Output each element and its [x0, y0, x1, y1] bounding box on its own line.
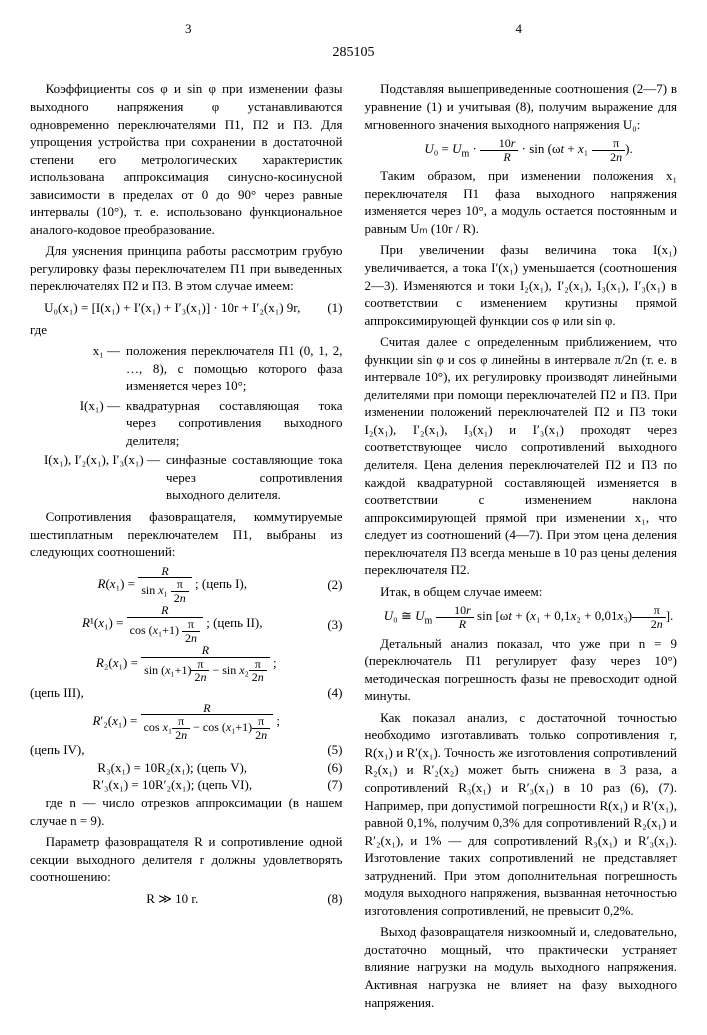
page-left: 3: [185, 20, 192, 38]
equation-number: (3): [315, 616, 343, 634]
def-val: синфазные составляющие тока через сопрот…: [166, 451, 343, 504]
def-row: I(x₁) — квадратурная составляющая тока ч…: [30, 397, 343, 450]
where-label: где: [30, 321, 343, 339]
para: Подставляя вышеприведенные соотношения (…: [365, 80, 678, 133]
def-val: положения переключателя П1 (0, 1, 2, …, …: [126, 342, 343, 395]
equation-A: U₀ = Um · 10rR · sin (ωt + x₁ π2n).: [365, 137, 678, 163]
equation-number: (8): [315, 890, 343, 908]
equation-5-label: (цепь IV), (5): [30, 741, 343, 759]
para: Итак, в общем случае имеем:: [365, 583, 678, 601]
para: Сопротивления фазовращателя, коммутируем…: [30, 508, 343, 561]
equation-B: U₀ ≅ Um 10rR sin [ωt + (x₁ + 0,1x₂ + 0,0…: [365, 604, 678, 630]
def-val: квадратурная составляющая тока через соп…: [126, 397, 343, 450]
content-wrap: Коэффициенты cos φ и sin φ при изменении…: [30, 80, 677, 1015]
para: Как показал анализ, с достаточной точнос…: [365, 709, 678, 920]
equation-body: R ≫ 10 r.: [30, 890, 315, 908]
equation-number: (7): [315, 776, 343, 794]
equation-label: (цепь III),: [30, 684, 315, 702]
document-number: 285105: [30, 44, 677, 63]
para: Детальный анализ показал, что уже при n …: [365, 635, 678, 705]
equation-3: R¹(x₁) = Rcos (x₁+1) π2n ; (цепь II), (3…: [30, 604, 343, 644]
equation-label: (цепь IV),: [30, 741, 315, 759]
def-key: I(x₁) —: [30, 397, 126, 450]
equation-7: R′₃(x₁) = 10R′₂(x₁); (цепь VI), (7): [30, 776, 343, 794]
right-column: Подставляя вышеприведенные соотношения (…: [365, 80, 678, 1015]
def-row: x₁ — положения переключателя П1 (0, 1, 2…: [30, 342, 343, 395]
equation-body: R₂(x₁) = Rsin (x₁+1)π2n − sin x₂π2n ;: [30, 644, 343, 684]
equation-body: R₃(x₁) = 10R₂(x₁); (цепь V),: [30, 759, 315, 777]
para: Таким образом, при изменении положения x…: [365, 167, 678, 237]
equation-body: U₀(x₁) = [I(x₁) + I′(x₁) + I′₃(x₁)] · 10…: [30, 299, 315, 317]
equation-4: R₂(x₁) = Rsin (x₁+1)π2n − sin x₂π2n ;: [30, 644, 343, 684]
para: Параметр фазовращателя R и сопротивление…: [30, 833, 343, 886]
equation-body: R(x₁) = Rsin x₁ π2n ; (цепь I),: [30, 565, 315, 605]
equation-8: R ≫ 10 r. (8): [30, 890, 343, 908]
equation-6: R₃(x₁) = 10R₂(x₁); (цепь V), (6): [30, 759, 343, 777]
def-key: I(x₁), I′₂(x₁), I′₃(x₁) —: [30, 451, 166, 504]
equation-body: R′₃(x₁) = 10R′₂(x₁); (цепь VI),: [30, 776, 315, 794]
left-column: Коэффициенты cos φ и sin φ при изменении…: [30, 80, 343, 1015]
para: При увеличении фазы величина тока I(x₁) …: [365, 241, 678, 329]
para: где n — число отрезков аппроксимации (в …: [30, 794, 343, 829]
definitions: где x₁ — положения переключателя П1 (0, …: [30, 321, 343, 504]
equation-2: R(x₁) = Rsin x₁ π2n ; (цепь I), (2): [30, 565, 343, 605]
para: Для уяснения принципа работы рассмотрим …: [30, 242, 343, 295]
equation-body: R¹(x₁) = Rcos (x₁+1) π2n ; (цепь II),: [30, 604, 315, 644]
para: Считая далее с определенным приближением…: [365, 333, 678, 579]
equation-4-label: (цепь III), (4): [30, 684, 343, 702]
equation-number: (4): [315, 684, 343, 702]
equation-number: (6): [315, 759, 343, 777]
para: Выход фазовращателя низкоомный и, следов…: [365, 923, 678, 1011]
equation-1: U₀(x₁) = [I(x₁) + I′(x₁) + I′₃(x₁)] · 10…: [30, 299, 343, 317]
equation-body: R′₂(x₁) = Rcos x₁π2n − cos (x₁+1)π2n ;: [30, 702, 343, 742]
columns: Коэффициенты cos φ и sin φ при изменении…: [30, 80, 677, 1015]
equation-number: (5): [315, 741, 343, 759]
page-numbers: 3 4: [30, 20, 677, 38]
page-right: 4: [516, 20, 523, 38]
def-row: I(x₁), I′₂(x₁), I′₃(x₁) — синфазные сост…: [30, 451, 343, 504]
equation-5: R′₂(x₁) = Rcos x₁π2n − cos (x₁+1)π2n ;: [30, 702, 343, 742]
equation-number: (1): [315, 299, 343, 317]
def-key: x₁ —: [30, 342, 126, 395]
equation-number: (2): [315, 576, 343, 594]
para: Коэффициенты cos φ и sin φ при изменении…: [30, 80, 343, 238]
